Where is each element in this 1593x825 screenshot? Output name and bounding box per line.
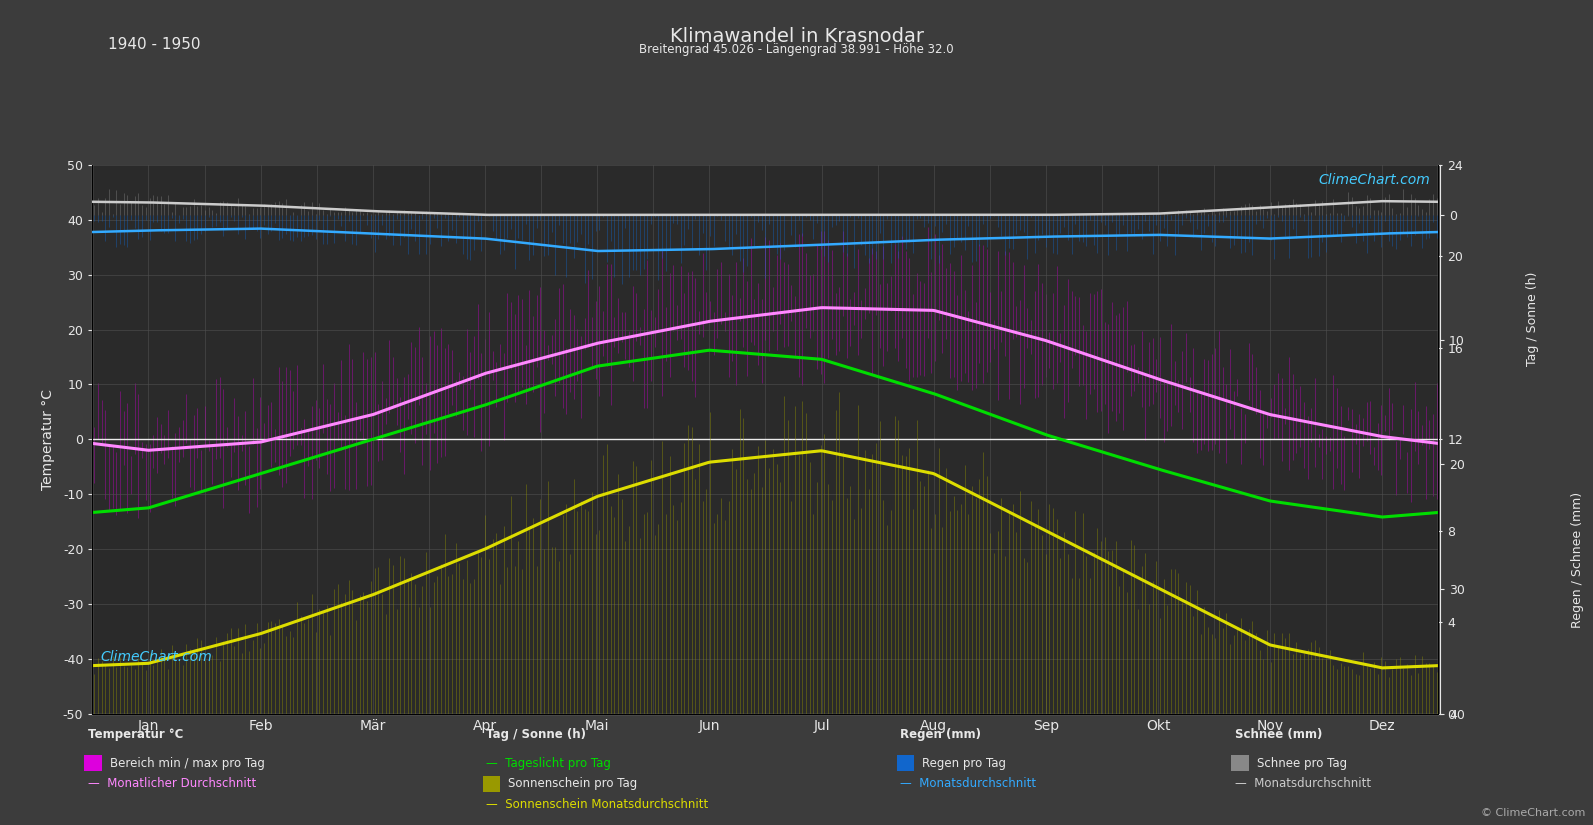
Text: Regen (mm): Regen (mm)	[900, 728, 981, 742]
Text: Regen / Schnee (mm): Regen / Schnee (mm)	[1571, 492, 1583, 628]
Text: —  Monatsdurchschnitt: — Monatsdurchschnitt	[900, 777, 1035, 790]
Text: —  Tageslicht pro Tag: — Tageslicht pro Tag	[486, 757, 610, 770]
Text: ClimeChart.com: ClimeChart.com	[100, 650, 212, 664]
Y-axis label: Temperatur °C: Temperatur °C	[40, 389, 54, 490]
Text: Tag / Sonne (h): Tag / Sonne (h)	[486, 728, 586, 742]
Text: 1940 - 1950: 1940 - 1950	[108, 37, 201, 52]
Text: Temperatur °C: Temperatur °C	[88, 728, 183, 742]
Text: Regen pro Tag: Regen pro Tag	[922, 757, 1007, 770]
Text: —  Monatsdurchschnitt: — Monatsdurchschnitt	[1235, 777, 1370, 790]
Text: Breitengrad 45.026 - Längengrad 38.991 - Höhe 32.0: Breitengrad 45.026 - Längengrad 38.991 -…	[639, 43, 954, 56]
Text: Schnee (mm): Schnee (mm)	[1235, 728, 1322, 742]
Text: ClimeChart.com: ClimeChart.com	[1319, 173, 1431, 187]
Text: Bereich min / max pro Tag: Bereich min / max pro Tag	[110, 757, 264, 770]
Text: Sonnenschein pro Tag: Sonnenschein pro Tag	[508, 777, 637, 790]
Text: —  Sonnenschein Monatsdurchschnitt: — Sonnenschein Monatsdurchschnitt	[486, 798, 709, 811]
Text: Schnee pro Tag: Schnee pro Tag	[1257, 757, 1348, 770]
Text: © ClimeChart.com: © ClimeChart.com	[1480, 808, 1585, 818]
Text: Tag / Sonne (h): Tag / Sonne (h)	[1526, 271, 1539, 365]
Text: Klimawandel in Krasnodar: Klimawandel in Krasnodar	[669, 27, 924, 46]
Text: —  Monatlicher Durchschnitt: — Monatlicher Durchschnitt	[88, 777, 256, 790]
